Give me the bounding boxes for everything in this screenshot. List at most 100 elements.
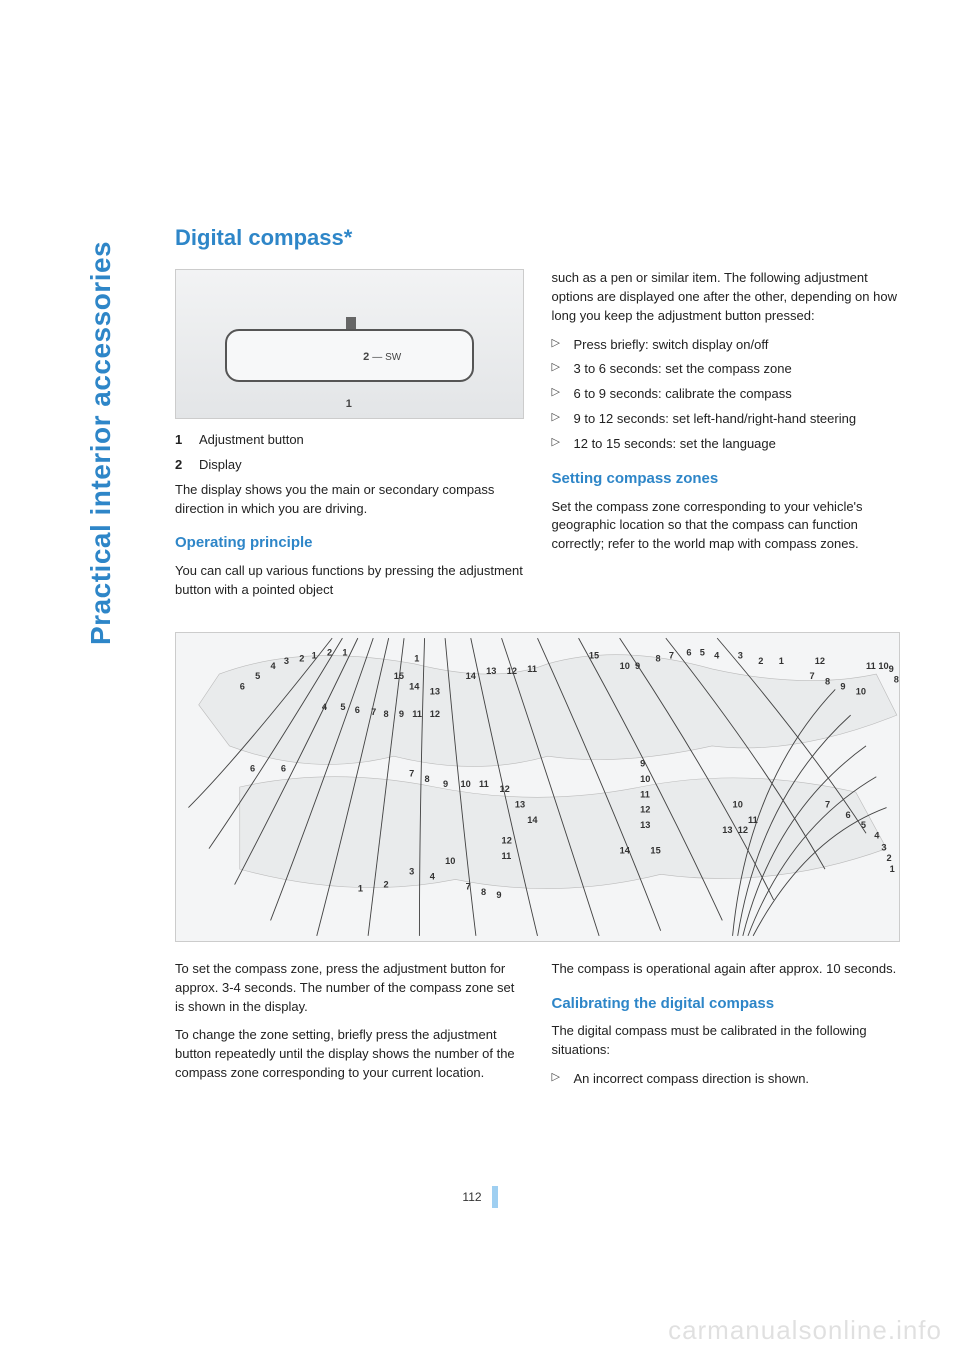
svg-text:1: 1 [358, 884, 363, 894]
svg-text:5: 5 [340, 702, 345, 712]
option-item: Press briefly: switch display on/off [552, 336, 901, 355]
svg-text:10: 10 [445, 856, 455, 866]
svg-text:9: 9 [399, 709, 404, 719]
page-number-text: 112 [462, 1190, 481, 1204]
svg-text:8: 8 [425, 774, 430, 784]
bottom-right-column: The compass is operational again after a… [552, 960, 901, 1095]
legend-item-1: 1 Adjustment button [175, 431, 524, 450]
legend-1-num: 1 [175, 431, 187, 450]
svg-text:5: 5 [255, 671, 260, 681]
upper-columns: 2 — SW 1 1 Adjustment button 2 Display T… [175, 269, 900, 610]
svg-text:13: 13 [515, 799, 525, 809]
page-number-wrap: 112 [0, 1186, 960, 1208]
calibration-item: An incorrect compass direction is shown. [552, 1070, 901, 1089]
manual-page: Practical interior accessories Digital c… [0, 0, 960, 1358]
svg-text:12: 12 [640, 804, 650, 814]
option-item: 12 to 15 seconds: set the language [552, 435, 901, 454]
svg-text:12: 12 [502, 835, 512, 845]
svg-text:2: 2 [384, 879, 389, 889]
svg-text:5: 5 [861, 820, 866, 830]
mirror-callout-1: 1 [346, 397, 352, 413]
page-title: Digital compass* [175, 225, 900, 251]
svg-text:11: 11 [412, 709, 422, 719]
svg-text:6: 6 [846, 810, 851, 820]
svg-text:14: 14 [466, 671, 477, 681]
bottom-left-para-1: To set the compass zone, press the adjus… [175, 960, 524, 1017]
svg-text:1: 1 [342, 647, 347, 657]
heading-setting-zones: Setting compass zones [552, 468, 901, 490]
right-para-1: such as a pen or similar item. The follo… [552, 269, 901, 326]
right-column: such as a pen or similar item. The follo… [552, 269, 901, 610]
svg-text:11: 11 [502, 851, 512, 861]
svg-text:4: 4 [322, 702, 328, 712]
svg-text:1: 1 [779, 656, 784, 666]
svg-text:13: 13 [640, 820, 650, 830]
svg-text:6: 6 [250, 763, 255, 773]
svg-text:10: 10 [878, 661, 888, 671]
watermark: carmanualsonline.info [668, 1315, 942, 1346]
svg-text:14: 14 [620, 846, 631, 856]
svg-text:7: 7 [409, 769, 414, 779]
mirror-illustration: 2 — SW 1 [175, 269, 524, 419]
svg-text:2: 2 [758, 656, 763, 666]
svg-text:7: 7 [669, 650, 674, 660]
svg-text:11: 11 [527, 664, 537, 674]
left-column: 2 — SW 1 1 Adjustment button 2 Display T… [175, 269, 524, 610]
legend-2-label: Display [199, 456, 242, 475]
svg-text:12: 12 [815, 656, 825, 666]
svg-text:10: 10 [733, 799, 743, 809]
legend-item-2: 2 Display [175, 456, 524, 475]
svg-text:10: 10 [640, 774, 650, 784]
calibration-list: An incorrect compass direction is shown. [552, 1070, 901, 1089]
mirror-callout-2: 2 — SW [363, 350, 401, 366]
svg-text:7: 7 [810, 671, 815, 681]
svg-text:5: 5 [700, 647, 705, 657]
svg-text:10: 10 [856, 686, 866, 696]
lower-columns: To set the compass zone, press the adjus… [175, 960, 900, 1095]
svg-text:15: 15 [650, 846, 660, 856]
svg-text:12: 12 [507, 666, 517, 676]
svg-text:8: 8 [481, 887, 486, 897]
option-item: 9 to 12 seconds: set left-hand/right-han… [552, 410, 901, 429]
svg-text:13: 13 [486, 666, 496, 676]
svg-text:2: 2 [327, 647, 332, 657]
option-item: 3 to 6 seconds: set the compass zone [552, 360, 901, 379]
heading-operating-principle: Operating principle [175, 532, 524, 554]
svg-text:8: 8 [384, 709, 389, 719]
world-zone-map: 654 321 21 1 151413 141312 11 15 109 87 … [175, 632, 900, 942]
mirror-body-shape [225, 329, 474, 382]
callout-2-suffix: — SW [372, 352, 401, 363]
left-para-2: You can call up various functions by pre… [175, 562, 524, 600]
svg-text:3: 3 [738, 650, 743, 660]
svg-text:10: 10 [620, 661, 630, 671]
svg-text:3: 3 [409, 866, 414, 876]
svg-text:4: 4 [430, 871, 436, 881]
svg-text:14: 14 [409, 681, 420, 691]
svg-text:9: 9 [640, 758, 645, 768]
svg-text:13: 13 [430, 686, 440, 696]
svg-text:12: 12 [500, 784, 510, 794]
svg-text:2: 2 [887, 853, 892, 863]
svg-text:6: 6 [355, 705, 360, 715]
world-zone-map-svg: 654 321 21 1 151413 141312 11 15 109 87 … [176, 633, 899, 941]
svg-text:12: 12 [738, 825, 748, 835]
svg-text:13: 13 [722, 825, 732, 835]
svg-text:9: 9 [840, 681, 845, 691]
bottom-right-para-2: The digital compass must be calibrated i… [552, 1022, 901, 1060]
svg-text:1: 1 [414, 654, 419, 664]
svg-text:1: 1 [890, 864, 895, 874]
svg-text:11: 11 [479, 779, 489, 789]
section-side-label: Practical interior accessories [85, 241, 117, 645]
svg-text:11: 11 [748, 815, 758, 825]
svg-text:7: 7 [466, 881, 471, 891]
svg-text:15: 15 [394, 671, 404, 681]
svg-text:12: 12 [430, 709, 440, 719]
bottom-left-column: To set the compass zone, press the adjus… [175, 960, 524, 1095]
page-number-bar [492, 1186, 498, 1208]
legend-1-label: Adjustment button [199, 431, 304, 450]
svg-text:10: 10 [461, 779, 471, 789]
svg-text:14: 14 [527, 815, 538, 825]
svg-text:7: 7 [371, 707, 376, 717]
legend-2-num: 2 [175, 456, 187, 475]
svg-text:11: 11 [866, 661, 876, 671]
